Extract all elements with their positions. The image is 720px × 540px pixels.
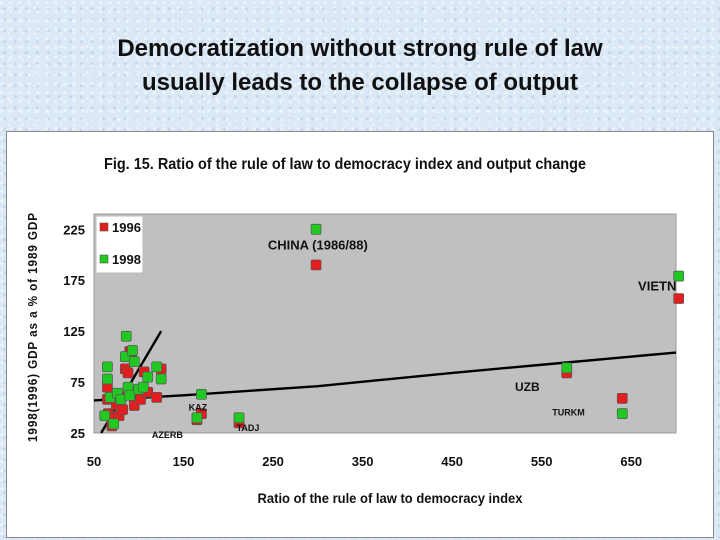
y-tick-label: 75: [71, 375, 85, 390]
annotation-label: KAZ: [189, 403, 208, 413]
data-point-1998: [102, 361, 113, 373]
data-point-1998: [99, 410, 111, 422]
annotations: CHINA (1986/88) VIETN UZB TURKM KAZ TADJ AZERB: [152, 238, 676, 440]
data-points: [99, 223, 685, 432]
data-point-1996: [616, 393, 628, 404]
annotation-label: CHINA (1986/88): [268, 238, 368, 253]
data-point-1998: [196, 388, 207, 400]
data-point-1998: [102, 373, 113, 385]
x-tick-label: 250: [262, 454, 284, 469]
slide-title-line-1: Democratization without strong rule of l…: [117, 35, 603, 62]
data-point-1996: [310, 259, 322, 271]
data-point-1998: [151, 361, 163, 373]
data-point-1998: [673, 270, 685, 282]
data-point-1998: [124, 389, 136, 401]
data-point-1998: [120, 330, 132, 342]
annotation-label: TADJ: [237, 423, 260, 433]
legend-label-1998: 1998: [112, 252, 141, 267]
x-tick-label: 150: [173, 454, 195, 469]
plot-area: [93, 213, 677, 434]
data-point-1996: [122, 367, 134, 379]
y-tick-label: 225: [63, 222, 85, 237]
y-tick-label: 25: [71, 426, 85, 441]
data-point-1998: [233, 412, 245, 424]
slide-title-line-2: usually leads to the collapse of output: [141, 69, 579, 96]
x-tick-label: 650: [620, 454, 642, 469]
legend-label-1996: 1996: [112, 220, 141, 235]
annotation-label: VIETN: [638, 278, 676, 293]
data-point-1998: [616, 408, 628, 419]
figure-panel: Fig. 15. Ratio of the rule of law to dem…: [6, 131, 714, 538]
x-tick-label: 350: [352, 454, 374, 469]
scatter-chart: Fig. 15. Ratio of the rule of law to dem…: [25, 156, 685, 506]
y-tick-label: 125: [63, 324, 85, 339]
annotation-label: AZERB: [152, 430, 183, 440]
data-point-1996: [673, 293, 685, 304]
data-point-1996: [117, 404, 129, 415]
data-point-1998: [115, 394, 127, 405]
data-point-1998: [108, 418, 120, 430]
data-point-1998: [191, 412, 203, 424]
data-point-1996: [151, 391, 163, 403]
y-axis-label: 1998(1996) GDP as a % of 1989 GDP: [25, 212, 40, 442]
x-tick-label: 550: [531, 454, 553, 469]
x-axis-label: Ratio of the rule of law to democracy in…: [258, 490, 523, 506]
slide-title: Democratization without strong rule of l…: [0, 32, 720, 100]
legend: 1996 1998: [95, 215, 144, 274]
data-point-1998: [137, 381, 149, 393]
data-point-1998: [142, 371, 154, 383]
annotation-label: UZB: [515, 380, 540, 394]
legend-marker-1996: [99, 222, 109, 232]
y-tick-label: 175: [63, 273, 85, 288]
chart-title: Fig. 15. Ratio of the rule of law to dem…: [104, 156, 586, 173]
data-point-1998: [310, 223, 322, 235]
legend-marker-1998: [99, 254, 109, 264]
x-tick-label: 50: [87, 454, 101, 469]
axis-ticks: 50 150 250 350 450 550 650 25 75 125 175 225: [63, 222, 642, 469]
data-point-1998: [127, 345, 138, 356]
data-point-1998: [128, 356, 140, 368]
data-point-1998: [155, 373, 167, 385]
x-tick-label: 450: [441, 454, 463, 469]
data-point-1998: [561, 362, 573, 374]
annotation-label: TURKM: [552, 408, 585, 418]
